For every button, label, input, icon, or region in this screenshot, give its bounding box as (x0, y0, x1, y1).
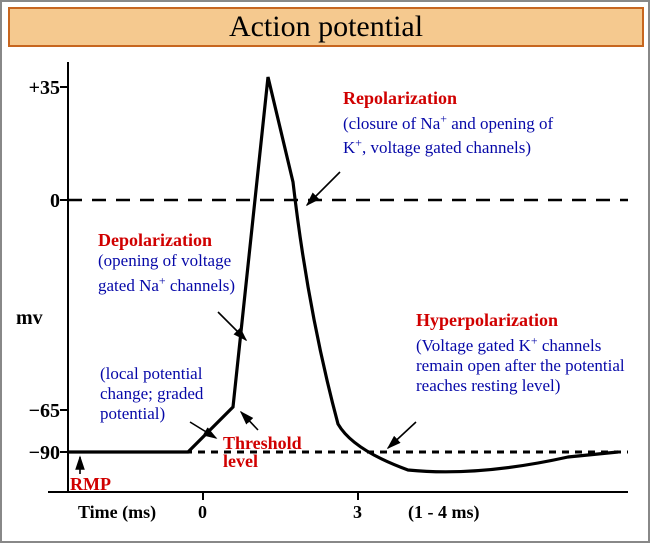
label-rmp: RMP (70, 474, 111, 495)
arrow-hyper (388, 422, 416, 448)
label-depolarization: Depolarization (opening of voltage gated… (98, 230, 268, 296)
label-hyperpolarization: Hyperpolarization (Voltage gated K+ chan… (416, 310, 628, 396)
label-local-potential: (local potential change; graded potentia… (100, 364, 240, 424)
diagram-frame: Action potential +35 0 −65 −90 mv (0, 0, 650, 543)
arrow-threshold (241, 412, 258, 430)
xtick-0: 0 (198, 502, 207, 523)
x-range-label: (1 - 4 ms) (408, 502, 479, 523)
label-threshold: Threshold level (223, 434, 323, 472)
plot-area: +35 0 −65 −90 mv (8, 52, 644, 538)
label-repolarization: Repolarization (closure of Na+ and openi… (343, 88, 563, 158)
title-bar: Action potential (8, 7, 644, 47)
x-axis-label: Time (ms) (78, 502, 156, 523)
xtick-3: 3 (353, 502, 362, 523)
